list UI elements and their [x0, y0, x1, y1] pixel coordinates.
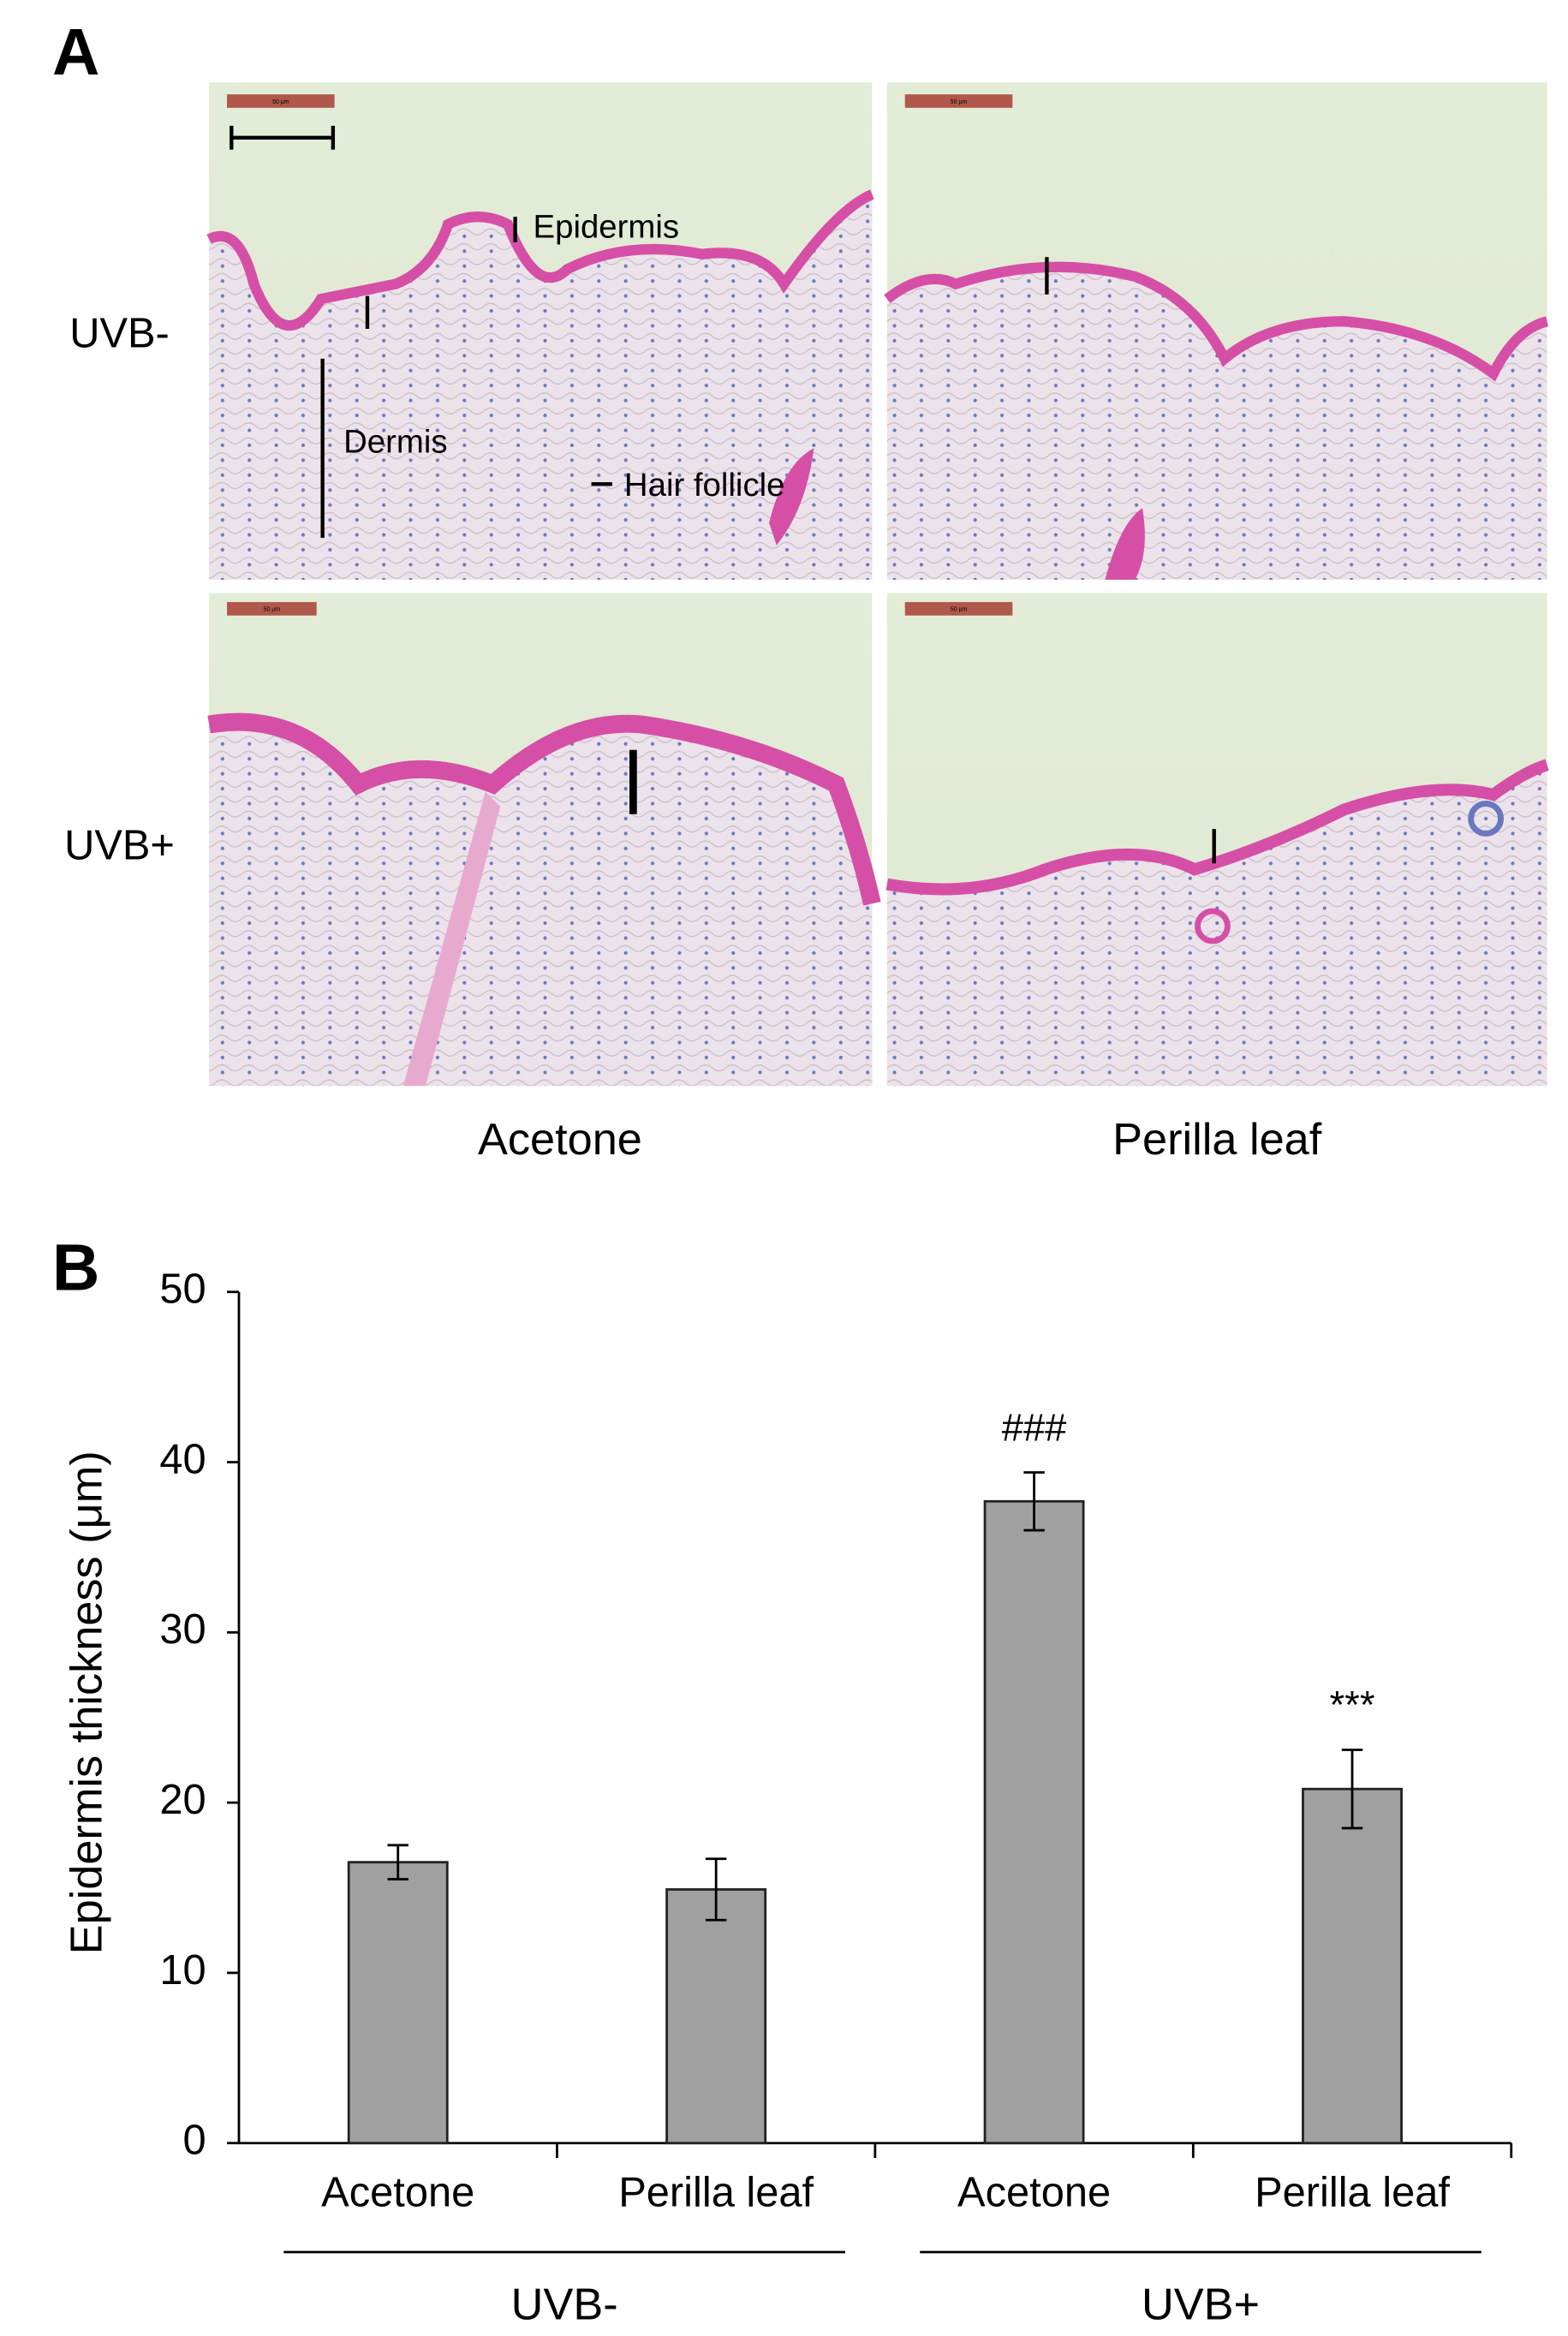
bar [347, 1861, 449, 2145]
y-tick-label: 40 [159, 1436, 206, 1482]
scale-bar-label: 50 μm [951, 99, 968, 105]
y-tick-label: 20 [159, 1777, 206, 1823]
scale-bar-label: 50 μm [951, 607, 968, 613]
significance-label: ### [1002, 1406, 1067, 1450]
significance-label: *** [1330, 1683, 1375, 1727]
y-tick-label: 50 [159, 1266, 206, 1313]
group-label: UVB+ [1142, 2279, 1260, 2329]
x-tick-label: Perilla leaf [618, 2170, 814, 2216]
x-tick-label: Acetone [321, 2170, 474, 2216]
annotation: Hair follicle [624, 467, 785, 504]
annotation: Dermis [343, 423, 447, 460]
y-tick-label: 0 [182, 2118, 206, 2164]
error-bar [705, 1857, 727, 1922]
y-tick-label: 30 [159, 1606, 206, 1653]
error-bar [1023, 1471, 1045, 1532]
bar [665, 1888, 767, 2145]
scale-bar-label: 50 μm [272, 99, 289, 105]
bar [1302, 1787, 1403, 2145]
error-bar [1341, 1749, 1363, 1830]
y-axis-label: Epidermis thickness (μm) [62, 1451, 111, 1954]
row-label: UVB+ [64, 823, 175, 869]
row-label: UVB- [69, 311, 170, 357]
x-tick-label: Acetone [957, 2170, 1111, 2216]
column-label: Perilla leaf [1112, 1115, 1322, 1165]
micrograph [206, 82, 1549, 1087]
column-label: Acetone [478, 1115, 642, 1165]
bar [983, 1499, 1085, 2145]
panel-label: B [52, 1231, 99, 1304]
scale-bar-label: 50 μm [264, 607, 281, 613]
x-tick-label: Perilla leaf [1255, 2170, 1450, 2216]
annotation: Epidermis [534, 208, 680, 245]
error-bar [387, 1844, 408, 1880]
y-tick-label: 10 [159, 1947, 206, 1993]
panel-label: A [52, 16, 99, 89]
group-label: UVB- [511, 2279, 618, 2329]
